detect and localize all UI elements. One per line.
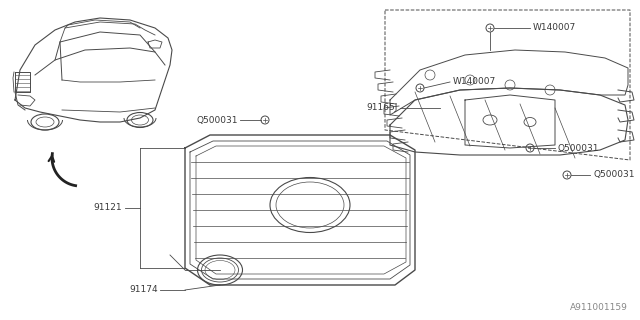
Text: W140007: W140007 [453, 77, 496, 86]
Text: 91165J: 91165J [367, 103, 398, 113]
Text: A911001159: A911001159 [570, 303, 628, 312]
Text: 91174: 91174 [129, 285, 158, 294]
Text: Q500031: Q500031 [593, 171, 634, 180]
Text: 91121: 91121 [93, 204, 122, 212]
Text: Q500031: Q500031 [558, 143, 600, 153]
Text: W140007: W140007 [533, 23, 576, 33]
Text: Q500031: Q500031 [196, 116, 238, 124]
